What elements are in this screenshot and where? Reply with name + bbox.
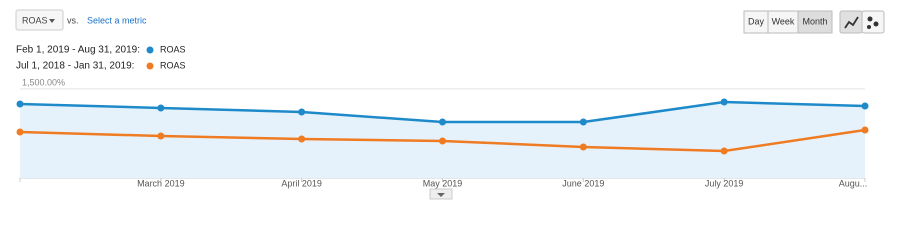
point	[861, 102, 869, 110]
x-tick-label: June 2019	[562, 178, 604, 188]
point	[298, 135, 306, 143]
x-tick-label: March 2019	[137, 178, 185, 188]
bubble-icon	[867, 16, 873, 22]
line-chart-button[interactable]	[839, 10, 863, 34]
x-tick-label: July 2019	[705, 178, 744, 188]
bubble-icon	[867, 25, 871, 29]
legend-marker	[146, 46, 154, 54]
chart: ROAS vs. Select a metric Day Week Month Feb…	[15, 9, 885, 200]
line-icon	[844, 16, 859, 29]
point	[720, 147, 728, 155]
point	[579, 143, 587, 151]
metric-dropdown[interactable]	[15, 9, 64, 31]
bubble-icon	[873, 21, 879, 27]
legend-period: Jul 1, 2018 - Jan 31, 2019:	[16, 61, 134, 72]
x-tick-label: Augu...	[839, 178, 868, 188]
legend-period: Feb 1, 2019 - Aug 31, 2019:	[16, 45, 140, 56]
period-button-label: Week	[772, 16, 795, 26]
point	[861, 126, 869, 134]
page: ROAS vs. Select a metric Day Week Month Feb…	[15, 9, 885, 200]
select-metric[interactable]: Select a metric	[87, 15, 147, 25]
point	[579, 118, 587, 126]
point	[157, 104, 165, 112]
x-tick-label: April 2019	[281, 178, 322, 188]
point	[720, 98, 728, 106]
point	[439, 118, 446, 126]
motion-chart-button[interactable]	[861, 10, 885, 34]
period-button-label: Month	[802, 16, 827, 26]
dropdown-arrow	[49, 19, 55, 23]
point	[16, 128, 24, 136]
x-tick-label: May 2019	[423, 178, 463, 188]
point	[16, 100, 24, 108]
point	[439, 137, 446, 145]
point	[157, 132, 165, 140]
collapse-arrow	[437, 193, 445, 197]
vs-label: vs.	[67, 15, 79, 25]
legend-label: ROAS	[160, 60, 186, 70]
legend-label: ROAS	[160, 44, 186, 54]
legend-marker	[146, 62, 154, 70]
period-button[interactable]	[797, 10, 833, 34]
point	[298, 108, 306, 116]
y-tick-label: 1,500.00%	[22, 77, 65, 87]
metric-label: ROAS	[22, 15, 48, 25]
period-button-label: Day	[748, 16, 765, 26]
